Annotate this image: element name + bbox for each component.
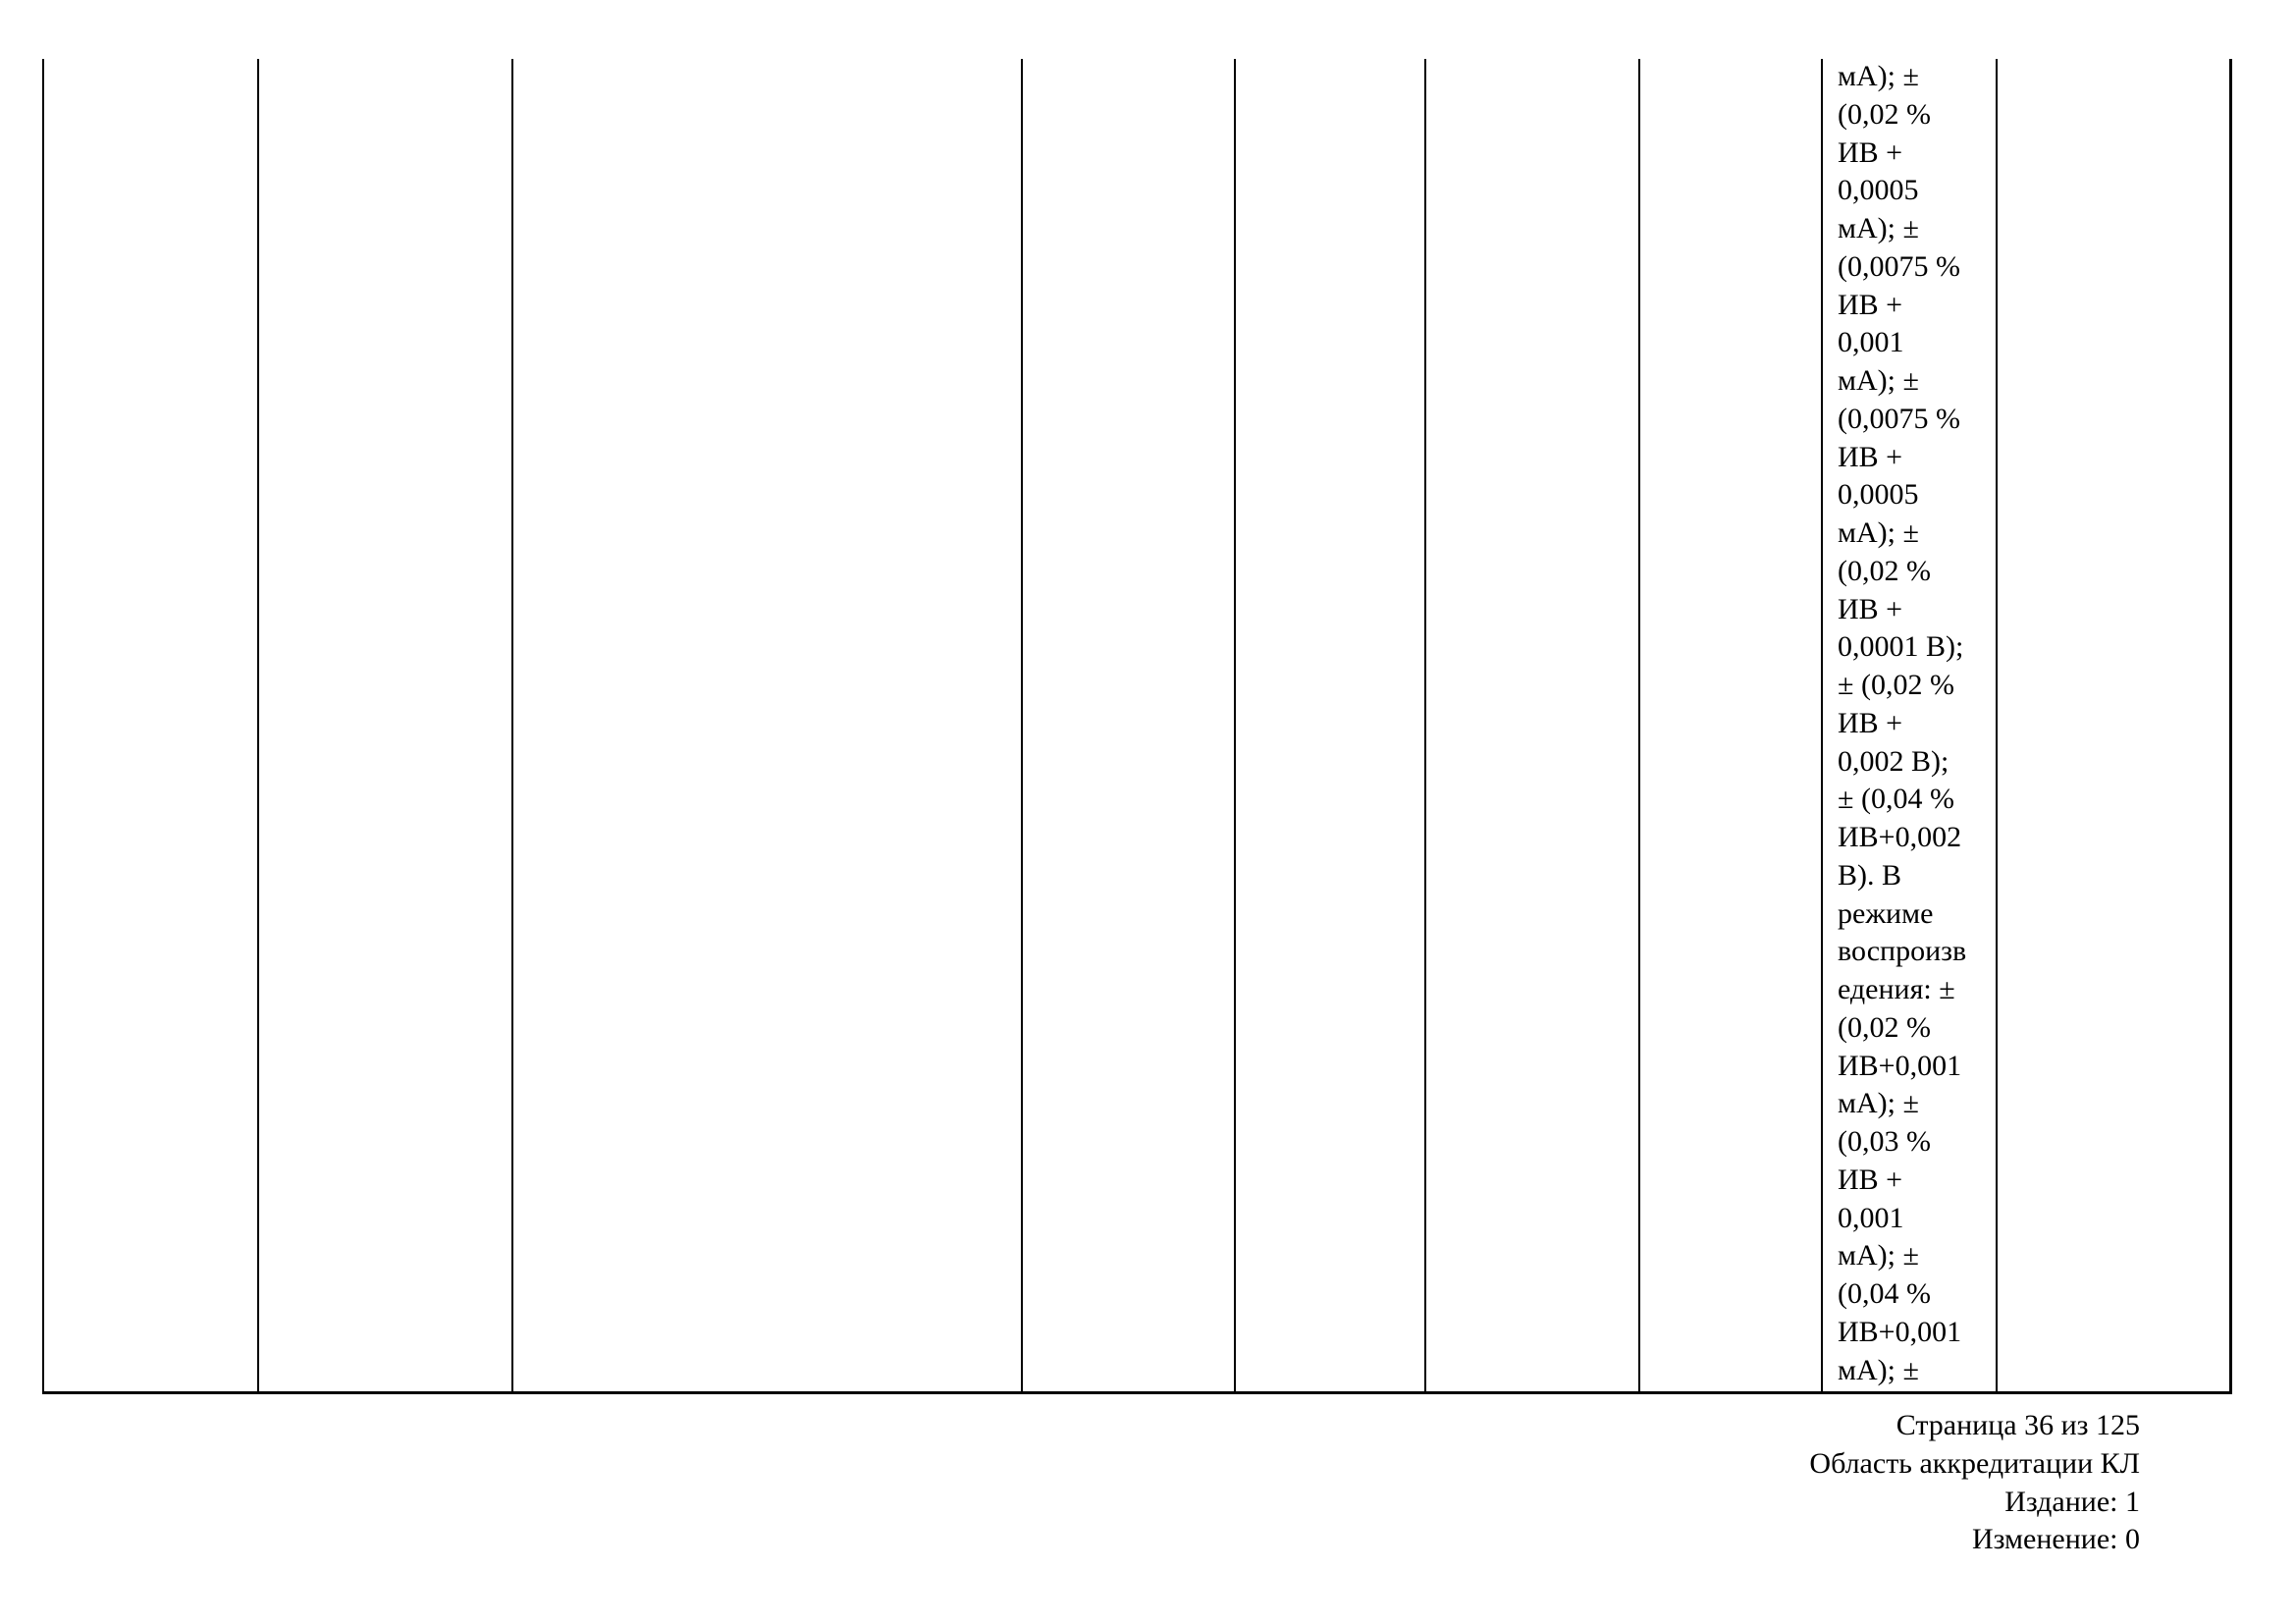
- edition: Издание: 1: [2004, 1485, 2140, 1518]
- cell-line: 0,001: [1838, 326, 1904, 359]
- table-bottom-border: [42, 1391, 2232, 1394]
- cell-line: мА); ±: [1838, 364, 1919, 397]
- cell-line: 0,002 В);: [1838, 744, 1949, 778]
- cell-line: воспроизв: [1838, 935, 1967, 968]
- cell-line: ИВ+0,002: [1838, 821, 1962, 853]
- cell-line: ± (0,04 %: [1838, 783, 1954, 816]
- cell-line: 0,0005: [1838, 174, 1919, 207]
- page-number: Страница 36 из 125: [1896, 1409, 2140, 1441]
- column-border: [511, 59, 513, 1394]
- cell-line: ± (0,02 %: [1838, 669, 1954, 701]
- cell-line: мА); ±: [1838, 212, 1919, 244]
- cell-line: ИВ +: [1838, 440, 1903, 473]
- cell-line: мА); ±: [1838, 1353, 1919, 1386]
- column-border: [1424, 59, 1426, 1394]
- cell-line: В). В: [1838, 858, 1902, 892]
- cell-line: 0,0005: [1838, 478, 1919, 512]
- column-border: [1021, 59, 1023, 1394]
- accuracy-cell-text: мА); ± (0,02 % ИВ + 0,0005 мА); ± (0,0075 % ИВ…: [1838, 58, 1966, 1389]
- cell-line: ИВ+0,001: [1838, 1315, 1962, 1348]
- cell-line: мА); ±: [1838, 1239, 1919, 1272]
- cell-line: (0,04 %: [1838, 1277, 1931, 1310]
- column-border: [1996, 59, 1998, 1394]
- cell-line: мА); ±: [1838, 60, 1919, 92]
- cell-line: (0,03 %: [1838, 1125, 1931, 1158]
- cell-line: 0,001: [1838, 1201, 1904, 1234]
- column-border: [42, 59, 44, 1394]
- change: Изменение: 0: [1971, 1523, 2140, 1556]
- cell-line: (0,0075 %: [1838, 249, 1960, 283]
- cell-line: едения: ±: [1838, 973, 1955, 1005]
- cell-line: режиме: [1838, 896, 1934, 930]
- cell-line: (0,02 %: [1838, 1010, 1931, 1044]
- cell-line: ИВ +: [1838, 288, 1903, 321]
- column-border: [1234, 59, 1236, 1394]
- cell-line: ИВ +: [1838, 592, 1903, 625]
- column-border: [257, 59, 259, 1394]
- cell-line: (0,0075 %: [1838, 402, 1960, 435]
- cell-line: (0,02 %: [1838, 554, 1931, 587]
- cell-line: (0,02 %: [1838, 97, 1931, 131]
- cell-line: мА); ±: [1838, 1087, 1919, 1120]
- document-title: Область аккредитации КЛ: [1809, 1446, 2140, 1480]
- cell-line: ИВ +: [1838, 135, 1903, 169]
- cell-line: 0,0001 В);: [1838, 630, 1964, 664]
- page-footer: Страница 36 из 125 Область аккредитации …: [1809, 1407, 2140, 1559]
- cell-line: ИВ+0,001: [1838, 1049, 1962, 1082]
- column-border: [2229, 59, 2232, 1394]
- cell-line: ИВ +: [1838, 1163, 1903, 1196]
- cell-line: мА); ±: [1838, 516, 1919, 549]
- column-border: [1638, 59, 1640, 1394]
- cell-line: ИВ +: [1838, 706, 1903, 739]
- column-border: [1821, 59, 1823, 1394]
